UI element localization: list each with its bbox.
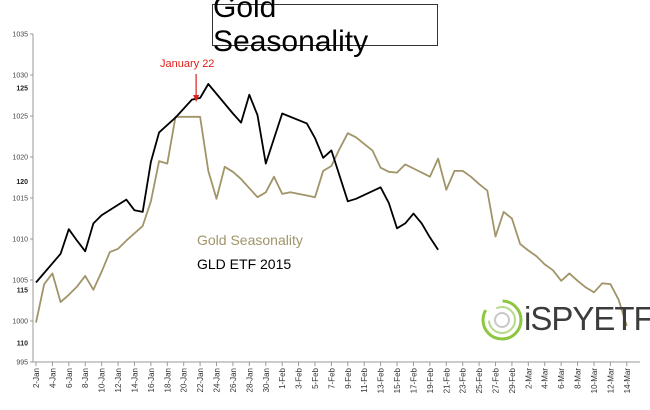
x-tick-label: 9-Feb xyxy=(344,367,353,388)
annotation-label: January 22 xyxy=(160,58,215,70)
right-axis-tick-label: 125 xyxy=(16,86,28,93)
x-tick-label: 8-Mar xyxy=(574,368,583,389)
x-tick-label: 3-Feb xyxy=(295,367,304,388)
series-gld-etf xyxy=(35,83,439,284)
right-axis-tick-label: 115 xyxy=(17,287,28,294)
logo-text: iSPYETF xyxy=(524,300,650,337)
y-tick-label: 1025 xyxy=(12,114,28,121)
x-tick-label: 2-Mar xyxy=(524,368,533,389)
x-tick-label: 16-Jan xyxy=(147,368,156,392)
annotation-arrow xyxy=(193,74,200,102)
x-tick-label: 8-Jan xyxy=(81,368,90,388)
x-tick-label: 30-Jan xyxy=(262,368,271,392)
x-tick-label: 15-Feb xyxy=(393,367,402,393)
x-tick-label: 26-Jan xyxy=(229,368,238,392)
x-tick-label: 10-Mar xyxy=(590,368,599,394)
x-tick-label: 12-Jan xyxy=(114,368,123,392)
y-tick-label: 1000 xyxy=(12,319,28,326)
series-gold-seasonality xyxy=(35,115,628,327)
x-tick-label: 18-Jan xyxy=(163,368,172,392)
chart-title-box: Gold Seasonality xyxy=(212,0,438,58)
x-tick-label: 20-Jan xyxy=(180,368,189,392)
x-tick-label: 28-Jan xyxy=(245,368,254,392)
x-tick-label: 6-Jan xyxy=(65,368,74,388)
x-tick-label: 1-Feb xyxy=(278,367,287,388)
x-tick-label: 24-Jan xyxy=(213,368,222,392)
x-tick-label: 25-Feb xyxy=(475,367,484,393)
axes-group: 995 1000 1005 1010 1015 1020 1025 1030 1035 110 11… xyxy=(12,32,640,394)
x-tick-label: 5-Feb xyxy=(311,367,320,388)
y-tick-label: 1010 xyxy=(12,237,28,244)
legend-gold-seasonality: Gold Seasonality xyxy=(197,232,303,248)
x-tick-label: 12-Mar xyxy=(606,368,615,394)
y-tick-label: 1015 xyxy=(12,196,28,203)
x-tick-label: 14-Jan xyxy=(130,368,139,392)
swirl-logo-icon xyxy=(481,299,523,341)
x-tick-label: 13-Feb xyxy=(377,367,386,393)
x-tick-label: 7-Feb xyxy=(327,367,336,388)
series-lines xyxy=(35,83,628,327)
x-tick-label: 4-Mar xyxy=(541,368,550,389)
x-tick-label: 29-Feb xyxy=(508,367,517,393)
y-tick-label: 1005 xyxy=(12,278,28,285)
legend-gld-etf: GLD ETF 2015 xyxy=(197,256,292,272)
y-tick-label: 1020 xyxy=(12,155,28,162)
y-tick-label: 1030 xyxy=(12,73,28,80)
x-tick-label: 17-Feb xyxy=(409,367,418,393)
x-tick-label: 21-Feb xyxy=(442,367,451,393)
x-tick-label: 11-Feb xyxy=(360,367,369,392)
right-axis-tick-label: 120 xyxy=(16,179,28,186)
x-tick-label: 6-Mar xyxy=(557,368,566,389)
x-tick-label: 2-Jan xyxy=(32,368,41,388)
chart-title: Gold Seasonality xyxy=(213,0,369,58)
x-tick-label: 23-Feb xyxy=(459,367,468,393)
x-tick-label: 10-Jan xyxy=(98,368,107,392)
right-axis-tick-label: 110 xyxy=(17,341,28,348)
y-tick-label: 1035 xyxy=(12,32,28,39)
x-tick-label: 4-Jan xyxy=(48,368,57,388)
x-tick-label: 27-Feb xyxy=(492,367,501,393)
y-tick-label: 995 xyxy=(16,360,28,367)
ispyetf-logo: iSPYETF xyxy=(480,290,650,350)
x-tick-label: 22-Jan xyxy=(196,368,205,392)
x-tick-label: 19-Feb xyxy=(426,367,435,393)
x-tick-label: 14-Mar xyxy=(623,368,632,394)
annotation-arrow-head xyxy=(193,95,200,102)
